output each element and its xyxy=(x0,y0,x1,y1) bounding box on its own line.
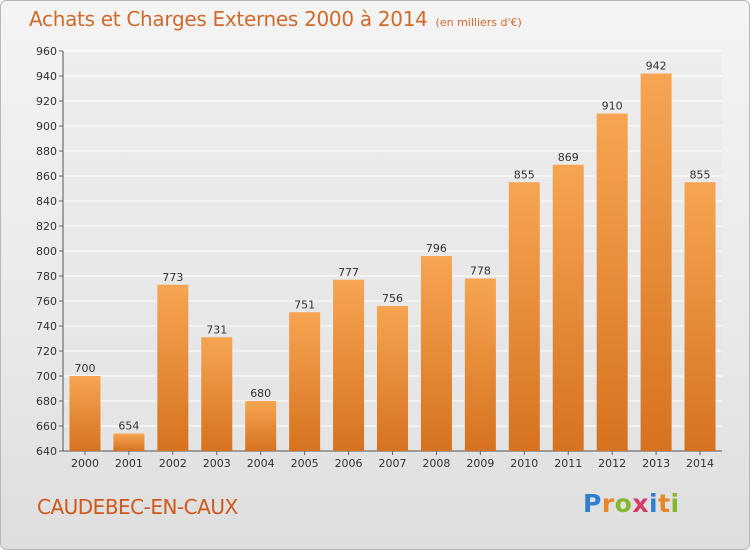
bar xyxy=(245,401,277,451)
data-label: 751 xyxy=(294,298,315,311)
x-tick-label: 2008 xyxy=(422,457,450,470)
x-tick-label: 2010 xyxy=(510,457,538,470)
y-tick-label: 860 xyxy=(36,170,57,183)
bar xyxy=(640,73,672,451)
y-tick-label: 700 xyxy=(36,370,57,383)
data-label: 796 xyxy=(426,242,447,255)
y-tick-label: 940 xyxy=(36,70,57,83)
y-tick-label: 960 xyxy=(36,45,57,58)
x-tick-label: 2013 xyxy=(642,457,670,470)
data-label: 756 xyxy=(382,292,403,305)
bar xyxy=(157,284,189,451)
y-tick-label: 740 xyxy=(36,320,57,333)
y-tick-label: 840 xyxy=(36,195,57,208)
x-tick-label: 2003 xyxy=(203,457,231,470)
chart-subtitle: (en milliers d'€) xyxy=(435,16,522,29)
logo-letter: x xyxy=(632,489,649,518)
x-tick-label: 2014 xyxy=(686,457,714,470)
y-tick-label: 780 xyxy=(36,270,57,283)
x-tick-label: 2009 xyxy=(466,457,494,470)
bar xyxy=(69,376,101,451)
bar xyxy=(333,279,365,451)
y-tick-label: 660 xyxy=(36,420,57,433)
x-tick-label: 2006 xyxy=(335,457,363,470)
data-label: 869 xyxy=(558,151,579,164)
data-label: 910 xyxy=(602,100,623,113)
y-tick-label: 900 xyxy=(36,120,57,133)
logo-letter: i xyxy=(649,489,659,518)
y-tick-label: 820 xyxy=(36,220,57,233)
data-label: 777 xyxy=(338,266,359,279)
y-tick-label: 880 xyxy=(36,145,57,158)
y-tick-label: 760 xyxy=(36,295,57,308)
data-label: 680 xyxy=(250,387,271,400)
data-label: 778 xyxy=(470,265,491,278)
y-tick-label: 680 xyxy=(36,395,57,408)
data-label: 654 xyxy=(118,420,139,433)
chart-title: Achats et Charges Externes 2000 à 2014 (e… xyxy=(29,7,522,31)
y-tick-label: 800 xyxy=(36,245,57,258)
bar xyxy=(201,337,233,451)
data-label: 773 xyxy=(162,271,183,284)
bar xyxy=(113,433,145,451)
x-tick-label: 2007 xyxy=(379,457,407,470)
x-tick-label: 2011 xyxy=(554,457,582,470)
bar xyxy=(508,182,540,451)
data-label: 942 xyxy=(646,60,667,73)
y-tick-label: 720 xyxy=(36,345,57,358)
title-text: Achats et Charges Externes 2000 à 2014 xyxy=(29,7,428,31)
data-label: 855 xyxy=(514,168,535,181)
x-tick-label: 2004 xyxy=(247,457,275,470)
bar xyxy=(289,312,321,451)
bar xyxy=(596,113,628,451)
bar xyxy=(684,182,716,451)
commune-name: CAUDEBEC-EN-CAUX xyxy=(37,495,238,519)
bar xyxy=(377,306,408,451)
bar xyxy=(420,256,452,451)
bar xyxy=(464,278,496,451)
x-tick-label: 2005 xyxy=(291,457,319,470)
data-label: 700 xyxy=(74,362,95,375)
x-tick-label: 2000 xyxy=(71,457,99,470)
data-label: 855 xyxy=(690,168,711,181)
y-tick-label: 920 xyxy=(36,95,57,108)
logo-letter: o xyxy=(614,489,633,518)
logo-letter: P xyxy=(583,489,602,518)
x-tick-label: 2002 xyxy=(159,457,187,470)
y-tick-label: 640 xyxy=(36,445,57,458)
x-tick-label: 2001 xyxy=(115,457,143,470)
proxiti-logo: Proxiti xyxy=(583,489,680,518)
logo-letter: t xyxy=(658,489,671,518)
logo-letter: r xyxy=(601,489,615,518)
x-tick-label: 2012 xyxy=(598,457,626,470)
logo-letter: i xyxy=(670,489,680,518)
bar xyxy=(552,164,584,451)
data-label: 731 xyxy=(206,323,227,336)
